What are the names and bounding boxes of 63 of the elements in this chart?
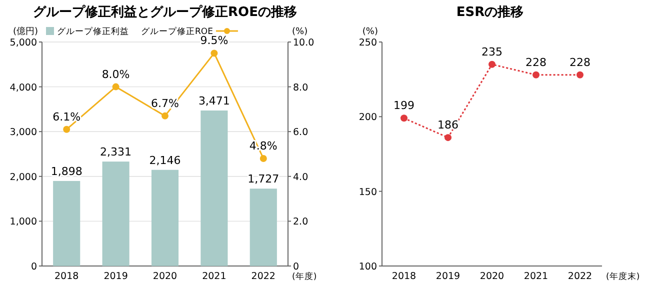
bar [151, 170, 179, 266]
y2-tick-label: 6.0 [293, 127, 308, 138]
point [162, 112, 168, 120]
data-label: 235 [482, 45, 502, 58]
series-label: グループ修正ROE [141, 26, 213, 37]
y-tick-label: 4,000 [10, 82, 37, 94]
y2-axis-title: (%) [292, 27, 308, 37]
y-axis-title: (%) [362, 27, 378, 37]
x-axis-title: (年度) [292, 271, 317, 282]
y-tick-label: 5,000 [10, 38, 37, 48]
point [210, 50, 218, 57]
y-tick-label: 200 [358, 112, 377, 124]
point [112, 83, 120, 90]
y-tick-label: 0 [30, 262, 37, 272]
y2-tick-label: 0 [293, 262, 300, 272]
data-label: 1,898 [50, 164, 82, 178]
y-axis-title: (億円) [12, 26, 38, 37]
data-label: 186 [438, 118, 458, 132]
x-tick-label: 2019 [436, 271, 460, 282]
data-label: 228 [526, 56, 546, 69]
data-label: 1,727 [248, 172, 280, 186]
point [63, 126, 70, 133]
y-tick-label: 3,000 [10, 127, 37, 138]
chart-title: ESRの推移 [456, 5, 524, 20]
x-tick-label: 2021 [202, 271, 226, 282]
x-tick-label: 2020 [152, 271, 178, 282]
x-tick-label: 2018 [392, 271, 416, 282]
chart-title: グループ修正利益とグループ修正ROEの推移 [33, 4, 297, 20]
legend-label: グループ修正利益 [57, 26, 129, 37]
bar [102, 162, 130, 266]
bar [250, 188, 277, 266]
y2-tick-label: 10.0 [293, 38, 314, 48]
data-label: 2,146 [149, 154, 181, 167]
point [444, 134, 452, 142]
point [532, 71, 540, 78]
data-label: 199 [394, 99, 414, 112]
point [488, 60, 496, 68]
x-tick-label: 2019 [104, 271, 128, 282]
bar [53, 180, 80, 266]
y2-tick-label: 8.0 [293, 82, 308, 94]
bar [200, 110, 228, 266]
data-label: 6.1% [52, 110, 81, 124]
y2-tick-label: 2.0 [293, 216, 308, 228]
x-tick-label: 2018 [54, 271, 79, 282]
y-tick-label: 250 [358, 38, 377, 48]
y2-tick-label: 4.0 [293, 172, 308, 183]
point [400, 114, 408, 122]
x-tick-label: 2022 [568, 271, 592, 282]
y-tick-label: 1,000 [10, 216, 37, 228]
point [576, 71, 584, 78]
point [260, 154, 267, 162]
y-tick-label: 150 [358, 186, 377, 198]
data-label: 9.5% [200, 34, 228, 48]
x-tick-label: 2022 [251, 271, 276, 282]
x-tick-label: 2020 [480, 271, 504, 282]
data-label: 228 [570, 56, 590, 69]
x-tick-label: 2021 [524, 271, 548, 282]
y-tick-label: 2,000 [10, 172, 37, 183]
data-label: 3,471 [198, 94, 230, 108]
x-axis-title: (年度末) [606, 271, 640, 282]
data-label: 2,331 [100, 146, 132, 159]
y-tick-label: 100 [358, 262, 377, 272]
data-label: 8.0% [102, 68, 130, 81]
